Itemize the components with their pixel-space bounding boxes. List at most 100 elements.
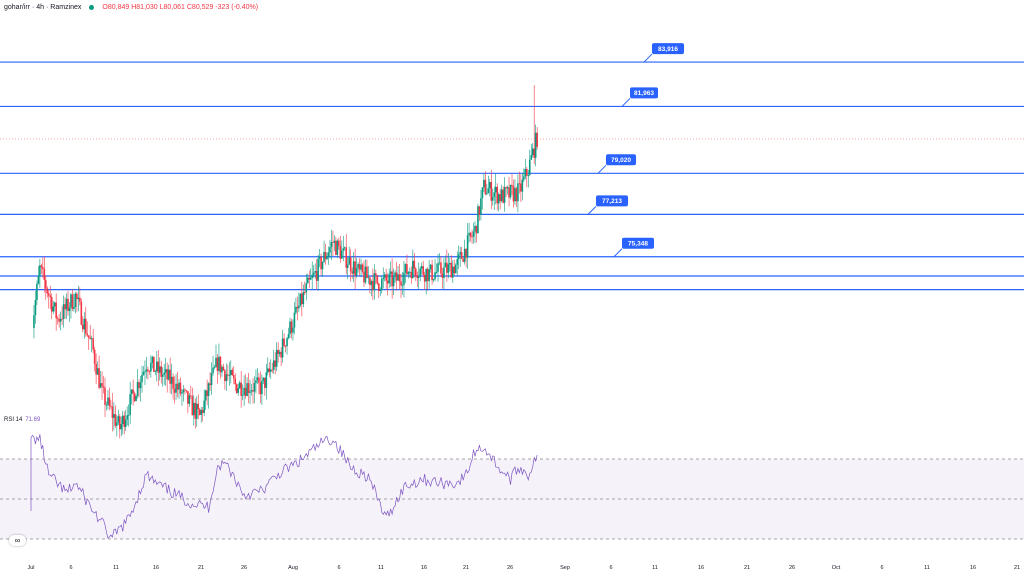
candle-body xyxy=(450,262,453,278)
candle-body xyxy=(37,275,40,284)
candle-body xyxy=(237,388,239,393)
candle-body xyxy=(357,264,359,268)
rsi-name: RSI 14 xyxy=(4,417,23,423)
candle-body xyxy=(195,403,198,419)
candle-body xyxy=(107,397,109,405)
x-axis-tick-label: 26 xyxy=(789,565,795,571)
candle-body xyxy=(520,183,522,192)
candle-body xyxy=(352,261,355,274)
candle-body xyxy=(274,360,276,367)
candle-body xyxy=(524,168,527,177)
candle-body xyxy=(50,297,53,312)
candle-body xyxy=(121,415,124,425)
x-axis-tick-label: 6 xyxy=(880,565,883,571)
candle-body xyxy=(329,247,331,253)
candle-body xyxy=(269,369,272,372)
candle-body xyxy=(472,231,475,237)
candle-body xyxy=(249,391,251,393)
candle-body xyxy=(360,264,362,270)
candle-body xyxy=(252,390,254,392)
candle-body xyxy=(289,321,291,335)
candle-body xyxy=(167,369,170,380)
symbol-title[interactable]: gohar/irr · 4h · Ramzinex xyxy=(4,4,82,11)
x-axis-tick-label: 21 xyxy=(744,565,750,571)
x-axis-tick-label: Jul xyxy=(27,565,34,571)
candle-body xyxy=(435,271,438,273)
level-label-text: 83,916 xyxy=(658,46,678,53)
candle-body xyxy=(49,295,52,298)
candle-body xyxy=(163,372,165,375)
candle-body xyxy=(406,264,408,275)
candle-body xyxy=(302,292,305,305)
candle-body xyxy=(277,349,279,355)
x-axis-tick-label: Aug xyxy=(288,565,298,571)
label-pointer xyxy=(587,206,597,215)
candle-body xyxy=(238,382,241,389)
candle-body xyxy=(204,390,207,401)
price-level-label: 81,963 xyxy=(621,87,658,107)
candle-body xyxy=(268,368,271,372)
candle-body xyxy=(135,395,137,402)
candle-body xyxy=(213,366,216,368)
candle-body xyxy=(124,419,127,427)
candle-body xyxy=(246,383,248,396)
candle-body xyxy=(209,383,211,386)
candle-body xyxy=(463,248,466,262)
candle-body xyxy=(502,189,504,203)
candle-body xyxy=(317,258,319,281)
candle-body xyxy=(59,318,62,322)
x-axis-tick-label: 6 xyxy=(609,565,612,571)
candle-body xyxy=(515,188,518,202)
candle-body xyxy=(306,277,309,284)
candle-body xyxy=(462,258,464,262)
candle-body xyxy=(536,132,538,147)
candle-body xyxy=(295,306,297,313)
candle-body xyxy=(456,259,459,265)
candle-body xyxy=(231,369,234,376)
candle-body xyxy=(215,357,217,367)
candle-body xyxy=(61,318,63,320)
candle-body xyxy=(80,301,83,325)
candle-body xyxy=(512,186,515,202)
x-axis-tick-label: 11 xyxy=(378,565,384,571)
candle-body xyxy=(471,236,473,238)
tradingview-logo-icon[interactable]: ∞ xyxy=(9,535,26,546)
candle-body xyxy=(123,415,126,427)
x-axis-tick-label: 21 xyxy=(1014,565,1020,571)
candle-body xyxy=(144,371,146,373)
candle-body xyxy=(82,324,84,330)
label-box xyxy=(652,43,684,55)
candle-body xyxy=(514,188,516,202)
candle-body xyxy=(110,405,112,407)
candle-body xyxy=(484,179,487,195)
candle-body xyxy=(481,187,484,199)
candle-body xyxy=(410,271,413,279)
rsi-indicator-legend[interactable]: RSI 14 71.69 xyxy=(4,417,40,423)
candle-body xyxy=(361,264,364,272)
candle-body xyxy=(509,184,512,198)
candle-body xyxy=(423,274,426,282)
candle-body xyxy=(389,271,392,275)
candle-body xyxy=(120,424,123,430)
candle-body xyxy=(136,382,139,396)
candle-body xyxy=(79,297,81,302)
label-pointer xyxy=(613,248,623,258)
candle-body xyxy=(500,189,503,202)
candle-body xyxy=(222,366,225,371)
candle-body xyxy=(398,274,401,282)
candle-body xyxy=(184,389,186,391)
price-level-label: 77,213 xyxy=(587,195,628,215)
candle-body xyxy=(275,349,278,367)
candle-body xyxy=(444,262,447,268)
candle-body xyxy=(178,382,180,390)
candle-body xyxy=(324,252,327,260)
candle-body xyxy=(315,271,318,281)
candle-body xyxy=(39,265,41,276)
level-label-text: 75,348 xyxy=(628,241,648,248)
candle-body xyxy=(404,264,407,273)
x-axis-tick-label: 26 xyxy=(507,565,513,571)
candle-body xyxy=(465,248,467,258)
rsi-line xyxy=(30,434,538,539)
candle-body xyxy=(145,369,148,372)
